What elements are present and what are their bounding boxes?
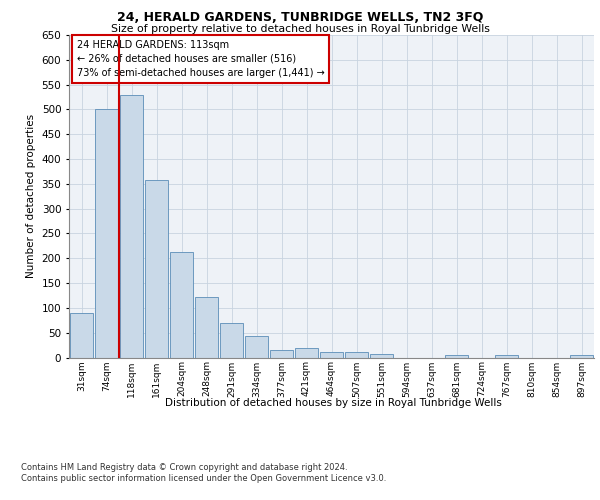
Text: Contains public sector information licensed under the Open Government Licence v3: Contains public sector information licen… bbox=[21, 474, 386, 483]
Text: Distribution of detached houses by size in Royal Tunbridge Wells: Distribution of detached houses by size … bbox=[164, 398, 502, 407]
Bar bbox=[145, 180, 168, 358]
Bar bbox=[270, 350, 293, 358]
Bar bbox=[220, 323, 243, 358]
Bar bbox=[295, 348, 318, 358]
Text: Size of property relative to detached houses in Royal Tunbridge Wells: Size of property relative to detached ho… bbox=[110, 24, 490, 34]
Text: Contains HM Land Registry data © Crown copyright and database right 2024.: Contains HM Land Registry data © Crown c… bbox=[21, 462, 347, 471]
Bar bbox=[570, 355, 593, 358]
Bar bbox=[320, 352, 343, 358]
Bar bbox=[245, 336, 268, 357]
Y-axis label: Number of detached properties: Number of detached properties bbox=[26, 114, 36, 278]
Bar bbox=[495, 355, 518, 358]
Text: 24, HERALD GARDENS, TUNBRIDGE WELLS, TN2 3FQ: 24, HERALD GARDENS, TUNBRIDGE WELLS, TN2… bbox=[117, 11, 483, 24]
Bar bbox=[195, 297, 218, 358]
Text: 24 HERALD GARDENS: 113sqm
← 26% of detached houses are smaller (516)
73% of semi: 24 HERALD GARDENS: 113sqm ← 26% of detac… bbox=[77, 40, 325, 78]
Bar bbox=[170, 252, 193, 358]
Bar bbox=[70, 313, 93, 358]
Bar bbox=[345, 352, 368, 358]
Bar bbox=[120, 94, 143, 358]
Bar bbox=[370, 354, 393, 358]
Bar bbox=[445, 354, 468, 358]
Bar bbox=[95, 110, 118, 358]
